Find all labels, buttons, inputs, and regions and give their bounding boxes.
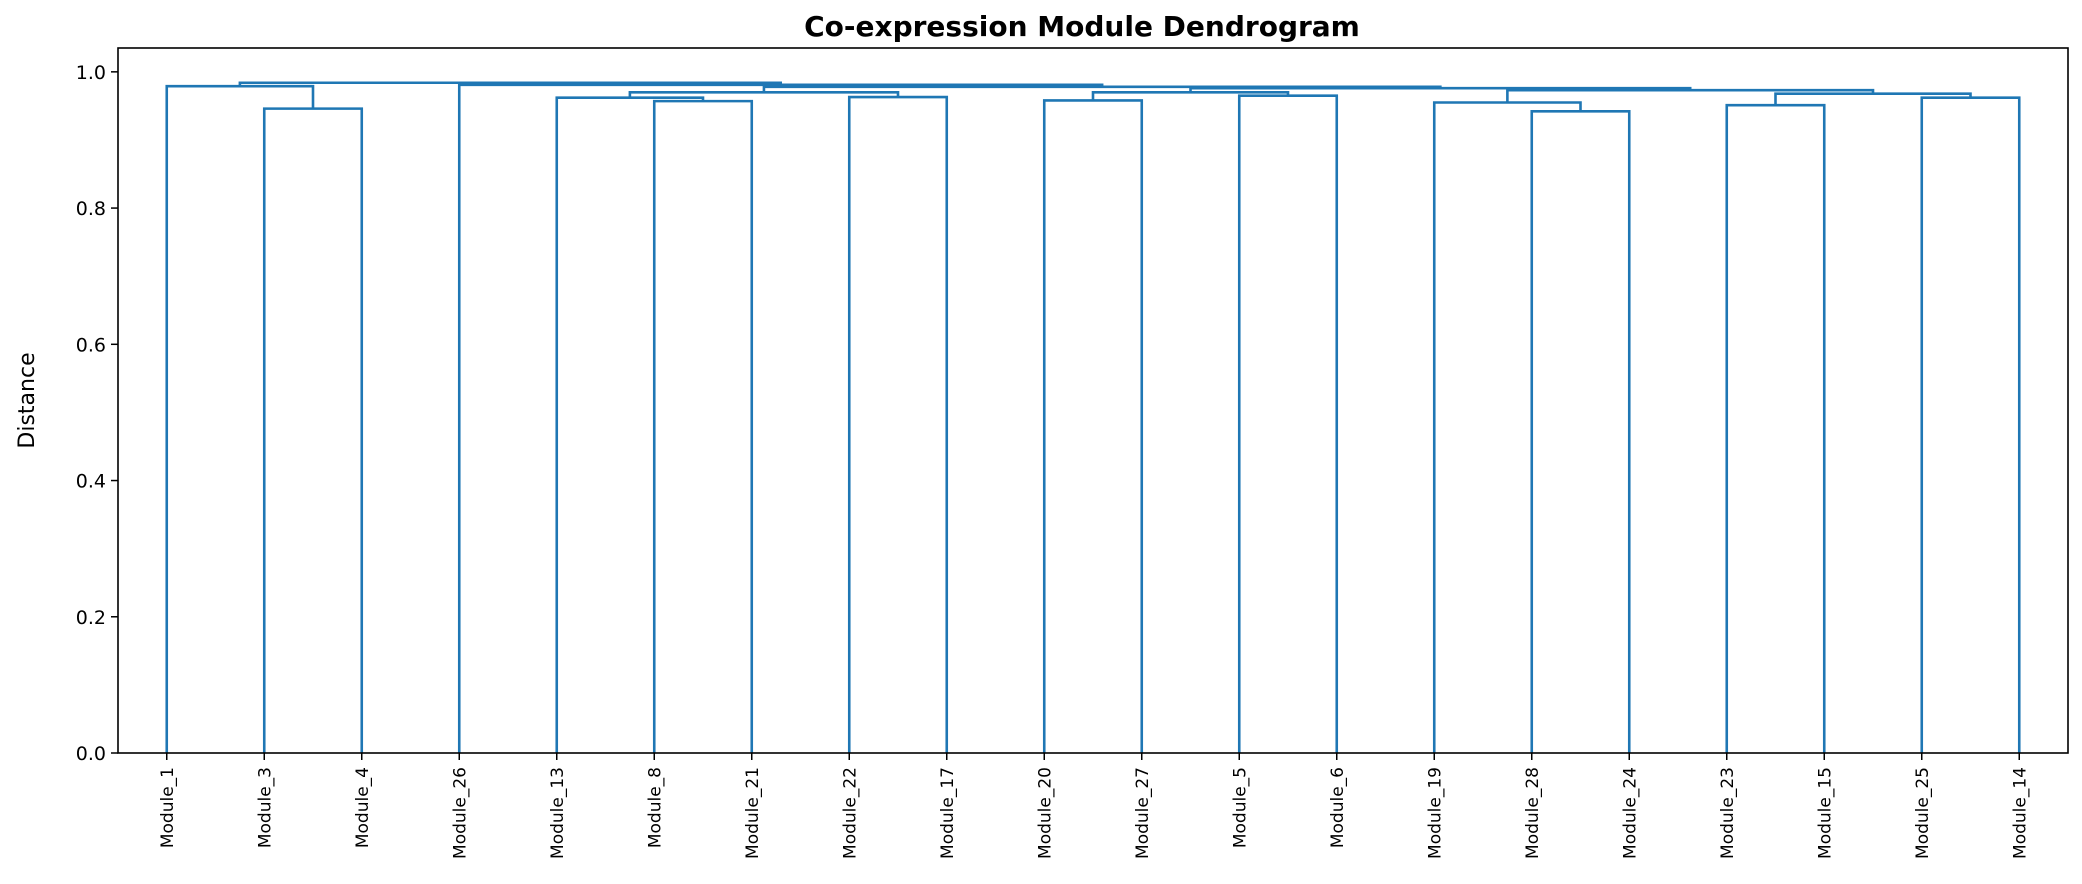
leaf-label: Module_6 (1328, 767, 1348, 848)
dendrogram-link (238, 81, 783, 87)
dendrogram-links (165, 81, 2021, 753)
dendrogram-link (165, 84, 315, 753)
dendrogram-link (1530, 110, 1631, 753)
leaf-label: Module_1 (158, 767, 178, 848)
x-axis: Module_1 Module_3 Module_4 Module_26 Module_… (158, 753, 2030, 859)
leaf-label: Module_19 (1425, 767, 1445, 859)
leaf-label: Module_28 (1523, 767, 1543, 859)
dendrogram-link (262, 107, 364, 753)
leaf-label: Module_3 (255, 767, 275, 848)
y-tick-label: 0.0 (76, 743, 106, 765)
leaf-label: Module_8 (645, 767, 665, 848)
dendrogram-link (1920, 96, 2021, 753)
leaf-label: Module_15 (1815, 767, 1835, 859)
leaf-label: Module_13 (548, 767, 568, 859)
dendrogram-link (1506, 88, 1875, 103)
plot-frame (117, 47, 2069, 754)
leaf-label: Module_4 (353, 767, 373, 848)
leaf-label: Module_26 (450, 767, 470, 859)
dendrogram-link (652, 99, 754, 753)
leaf-label: Module_22 (840, 767, 860, 859)
y-tick-label: 0.4 (76, 471, 106, 493)
dendrogram-link (1042, 99, 1144, 753)
dendrogram-link (1774, 92, 1972, 106)
y-axis-label: Distance (15, 352, 40, 448)
leaf-label: Module_23 (1718, 767, 1738, 859)
y-axis: 0.0 0.2 0.4 0.6 0.8 1.0 (76, 62, 118, 765)
dendrogram-link (555, 96, 705, 753)
dendrogram-link (1237, 94, 1339, 753)
leaf-label: Module_5 (1230, 767, 1250, 848)
dendrogram-link (847, 95, 949, 753)
y-tick-label: 0.8 (76, 198, 106, 220)
y-tick-label: 1.0 (76, 62, 106, 84)
leaf-label: Module_25 (1913, 767, 1933, 859)
dendrogram-link (1432, 101, 1582, 753)
y-tick-label: 0.2 (76, 607, 106, 629)
leaf-label: Module_24 (1620, 767, 1640, 859)
dendrogram-link (1725, 103, 1826, 753)
leaf-label: Module_21 (743, 767, 763, 859)
chart-title: Co-expression Module Dendrogram (804, 10, 1360, 43)
leaf-label: Module_17 (938, 767, 958, 859)
leaf-label: Module_27 (1133, 767, 1153, 859)
leaf-label: Module_20 (1035, 767, 1055, 859)
leaf-label: Module_14 (2010, 767, 2030, 859)
y-tick-label: 0.6 (76, 334, 106, 356)
